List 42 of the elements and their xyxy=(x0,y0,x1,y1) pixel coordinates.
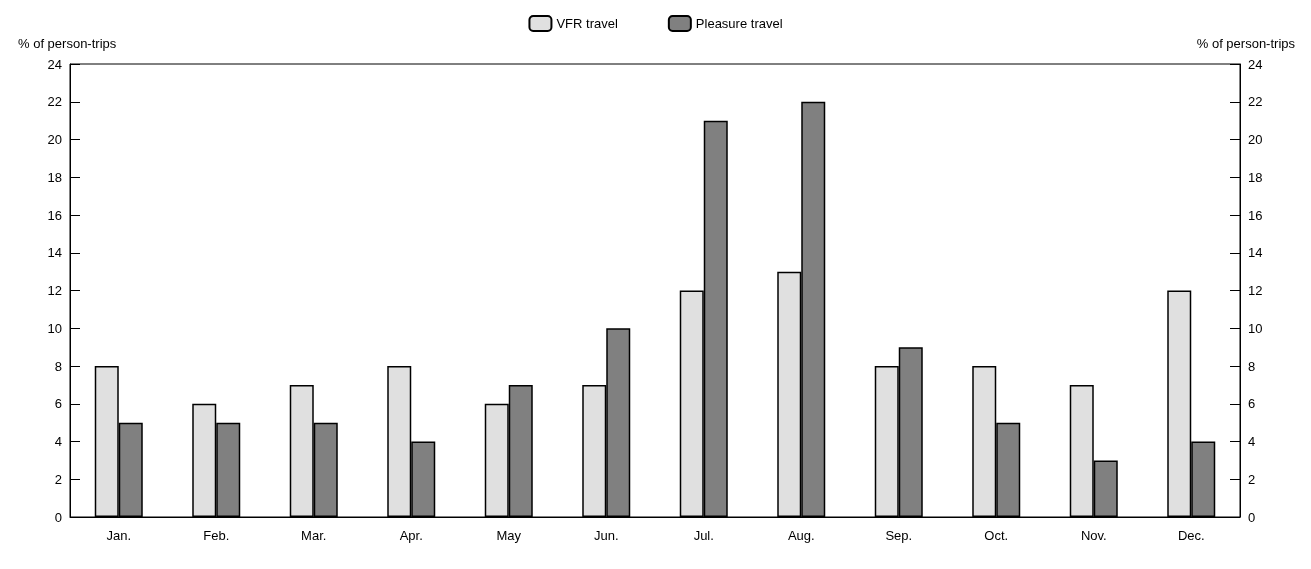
y2-tick-label: 12 xyxy=(1248,283,1263,298)
x-tick-label: Mar. xyxy=(301,528,327,543)
legend-label: VFR travel xyxy=(556,16,618,31)
x-tick-label: Sep. xyxy=(885,528,913,543)
y2-tick-label: 2 xyxy=(1248,471,1256,487)
y-tick-label: 8 xyxy=(54,358,62,374)
x-tick-label: Oct. xyxy=(984,528,1009,543)
y2-tick-label: 20 xyxy=(1248,132,1263,147)
y-tick-label: 18 xyxy=(47,169,62,185)
y-axis-title: % of person-trips xyxy=(18,36,117,51)
y2-tick-label: 16 xyxy=(1248,207,1263,223)
y-tick-label: 16 xyxy=(47,207,62,223)
x-tick-label: Jun. xyxy=(593,528,619,543)
y-tick-label: 24 xyxy=(47,56,62,72)
y-tick-label: 14 xyxy=(47,245,62,261)
y-tick-label: 6 xyxy=(54,396,62,412)
y-tick-label: 12 xyxy=(47,283,62,298)
y2-tick-label: 6 xyxy=(1248,396,1256,412)
x-tick-label: May xyxy=(496,528,522,543)
legend-label: Pleasure travel xyxy=(695,16,783,31)
x-tick-label: Jul. xyxy=(693,528,714,543)
y2-axis-title: % of person-trips xyxy=(1196,36,1296,51)
y-tick-label: 4 xyxy=(54,434,62,449)
y2-tick-label: 10 xyxy=(1248,320,1263,336)
x-tick-label: Nov. xyxy=(1080,528,1107,543)
x-tick-label: Feb. xyxy=(203,528,230,543)
y-tick-label: 2 xyxy=(54,471,62,487)
y2-tick-label: 0 xyxy=(1248,509,1256,525)
y2-tick-label: 14 xyxy=(1248,245,1263,261)
x-tick-label: Aug. xyxy=(787,528,815,543)
y2-tick-label: 18 xyxy=(1248,169,1263,185)
y-tick-label: 10 xyxy=(47,320,62,336)
y2-tick-label: 8 xyxy=(1248,358,1256,374)
x-tick-label: Dec. xyxy=(1177,528,1205,543)
y2-tick-label: 22 xyxy=(1248,94,1263,110)
x-tick-label: Jan. xyxy=(106,528,132,543)
y-tick-label: 20 xyxy=(47,132,62,147)
y-tick-label: 22 xyxy=(47,94,62,110)
x-tick-label: Apr. xyxy=(399,528,423,543)
y2-tick-label: 24 xyxy=(1248,56,1263,72)
y2-tick-label: 4 xyxy=(1248,434,1256,449)
y-tick-label: 0 xyxy=(54,509,62,525)
